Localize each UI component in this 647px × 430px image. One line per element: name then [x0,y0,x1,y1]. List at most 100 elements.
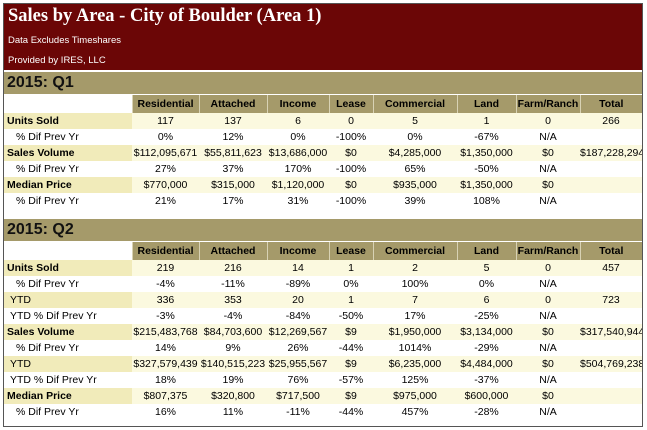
table-cell: -44% [338,406,364,418]
table-cell: 21% [154,195,176,207]
table-cell: 216 [199,260,267,276]
table-cell: $4,285,000 [373,145,457,161]
table-cell: 353 [199,292,267,308]
table-cell: 1 [457,113,516,129]
table-cell: $9 [329,388,373,404]
section-q1-title: 2015: Q1 [4,72,642,94]
row-label: YTD % Dif Prev Yr [10,374,97,386]
table-cell: -89% [285,278,311,290]
report-provider: Provided by IRES, LLC [8,55,106,66]
table-cell: -4% [223,310,243,322]
column-header: Commercial [372,95,457,113]
table-cell: $1,350,000 [457,145,516,161]
table-cell: 0 [516,113,580,129]
table-cell: $187,228,294 [580,145,642,161]
table-cell: N/A [539,342,557,354]
column-header-row: Residential Attached Income Lease Commercial… [4,95,642,113]
row-label: Units Sold [4,113,132,129]
table-cell: -44% [338,342,364,354]
table-cell: 7 [373,292,457,308]
table-cell [580,177,642,193]
table-cell: N/A [539,374,557,386]
table-cell: 5 [457,260,516,276]
table-cell: 0 [329,113,373,129]
table-cell [580,404,642,420]
table-cell: 266 [580,113,642,129]
header-blank-cell [4,242,132,260]
table-cell: -25% [474,310,499,322]
table-cell: $9 [329,356,373,372]
table-cell: 18% [154,374,176,386]
table-cell: -11% [286,406,310,418]
table-cell: 1 [329,292,373,308]
table-cell: -50% [474,163,499,175]
table-row: YTD % Dif Prev Yr 18% 19% 76% -57% 125% -37% N/… [4,372,642,388]
table-cell: $0 [516,324,580,340]
table-cell: -100% [335,195,367,207]
table-cell: 14 [267,260,329,276]
table-row: % Dif Prev Yr 16% 11% -11% -44% 457% -28% N/A [4,404,642,420]
table-cell: $600,000 [457,388,516,404]
table-cell: $1,350,000 [457,177,516,193]
table-cell: 0% [343,278,359,290]
table-cell: 0% [157,131,174,143]
table-row: Median Price $807,375 $320,800 $717,500 $9 $9… [4,388,642,404]
column-header: Total [579,95,642,113]
table-cell: $317,540,944 [580,324,642,340]
table-cell: 37% [222,163,244,175]
table-cell [580,340,642,356]
table-cell: 0% [478,278,495,290]
row-label: % Dif Prev Yr [16,342,79,354]
table-row: % Dif Prev Yr 27% 37% 170% -100% 65% -50% N/A [4,161,642,177]
table-cell [580,276,642,292]
column-header: Farm/Ranch [515,242,580,260]
table-cell: 11% [222,406,244,418]
table-cell: $1,950,000 [373,324,457,340]
table-cell: 100% [401,278,429,290]
table-cell: N/A [539,278,557,290]
table-cell: $55,811,623 [199,145,267,161]
row-label: % Dif Prev Yr [16,195,79,207]
table-cell: $717,500 [267,388,329,404]
report-frame: Sales by Area - City of Boulder (Area 1)… [3,3,643,427]
table-cell: $9 [329,324,373,340]
table-cell: 137 [199,113,267,129]
row-label: YTD [4,292,132,308]
table-cell: $975,000 [373,388,457,404]
row-label: Sales Volume [4,324,132,340]
table-cell: -50% [338,310,364,322]
row-label: Median Price [4,388,132,404]
table-cell: 39% [404,195,426,207]
column-header: Residential [131,242,199,260]
table-row: Median Price $770,000 $315,000 $1,120,000 $0… [4,177,642,193]
row-label: Units Sold [4,260,132,276]
table-cell: 0 [516,260,580,276]
report-title: Sales by Area - City of Boulder (Area 1) [8,6,322,26]
table-cell: 16% [154,406,176,418]
column-header: Attached [198,242,267,260]
row-label: Sales Volume [4,145,132,161]
table-cell: $25,955,567 [267,356,329,372]
table-row: % Dif Prev Yr 0% 12% 0% -100% 0% -67% N/A [4,129,642,145]
table-cell: N/A [539,131,557,143]
table-cell: $0 [329,177,373,193]
table-cell: $315,000 [199,177,267,193]
table-cell: $327,579,439 [132,356,199,372]
table-cell: $6,235,000 [373,356,457,372]
table-q2: Residential Attached Income Lease Commercial… [4,242,642,420]
table-cell: 125% [401,374,429,386]
table-cell: $807,375 [132,388,199,404]
column-header-row: Residential Attached Income Lease Commercial… [4,242,642,260]
table-cell: -100% [335,131,367,143]
table-cell: -28% [474,406,499,418]
row-label: YTD [4,356,132,372]
table-cell [580,308,642,324]
table-cell: -67% [474,131,499,143]
row-label: % Dif Prev Yr [16,131,79,143]
report-header: Sales by Area - City of Boulder (Area 1)… [4,4,642,70]
column-header: Residential [131,95,199,113]
table-row: Sales Volume $215,483,768 $84,703,600 $12,2… [4,324,642,340]
column-header: Land [456,242,516,260]
table-cell: N/A [539,163,557,175]
table-cell: 0% [290,131,306,143]
